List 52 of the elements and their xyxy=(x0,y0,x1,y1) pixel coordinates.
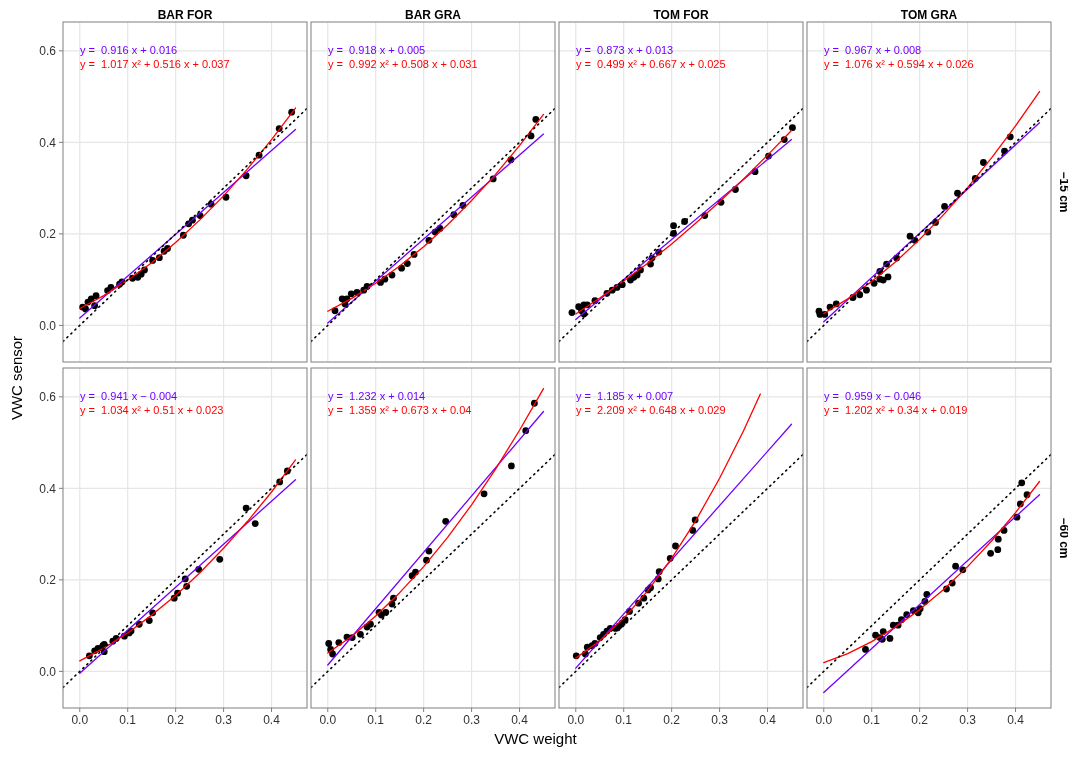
annotation: y = 0.967 x + 0.008 xyxy=(824,44,922,56)
x-tick-label: 0.4 xyxy=(263,713,281,727)
annotation: y = 1.202 x² + 0.34 x + 0.019 xyxy=(824,404,968,416)
y2-axis-title: −15 cm xyxy=(1057,171,1071,213)
y-tick-label: 0.6 xyxy=(39,44,57,59)
annotation: y = 1.359 x² + 0.673 x + 0.04 xyxy=(328,404,472,416)
x-tick-label: 0.1 xyxy=(615,713,633,727)
annotation: y = 1.034 x² + 0.51 x + 0.023 xyxy=(80,404,224,416)
annotation: y = 0.959 x − 0.046 xyxy=(824,390,922,402)
y-tick-label: 0.4 xyxy=(39,481,57,496)
x-tick-label: 0.4 xyxy=(511,713,529,727)
annotation: y = 1.076 x² + 0.594 x + 0.026 xyxy=(824,58,974,70)
x-tick-label: 0.1 xyxy=(863,713,881,727)
x-tick-label: 0.2 xyxy=(911,713,929,727)
y-axis-title: VWC sensor xyxy=(8,335,25,421)
x-tick-label: 0.2 xyxy=(663,713,681,727)
x-tick-label: 0.2 xyxy=(415,713,433,727)
x-tick-label: 0.3 xyxy=(463,713,481,727)
x-tick-label: 0.2 xyxy=(167,713,185,727)
annotation: y = 0.873 x + 0.013 xyxy=(576,44,674,56)
y-tick-label: 0.6 xyxy=(39,390,57,405)
x-tick-label: 0.3 xyxy=(959,713,977,727)
chart-title: TOM GRA xyxy=(900,8,958,22)
x-tick-label: 0.4 xyxy=(759,713,777,727)
chart-title: TOM FOR xyxy=(653,8,709,22)
y-tick-label: 0.2 xyxy=(39,227,57,242)
chart-title: BAR GRA xyxy=(405,8,462,22)
x-tick-label: 0.0 xyxy=(71,713,89,727)
y-tick-label: 0.0 xyxy=(39,664,57,679)
annotation: y = 0.918 x + 0.005 xyxy=(328,44,426,56)
annotation: y = 2.209 x² + 0.648 x + 0.029 xyxy=(576,404,726,416)
x-axis-title: VWC weight xyxy=(494,730,578,747)
annotation: y = 0.992 x² + 0.508 x + 0.031 xyxy=(328,58,478,70)
x-tick-label: 0.0 xyxy=(319,713,337,727)
annotation: y = 1.017 x² + 0.516 x + 0.037 xyxy=(80,58,230,70)
y-tick-label: 0.4 xyxy=(39,135,57,150)
chart-title: BAR FOR xyxy=(157,8,213,22)
x-tick-label: 0.3 xyxy=(711,713,729,727)
x-tick-label: 0.0 xyxy=(567,713,585,727)
annotation: y = 0.941 x − 0.004 xyxy=(80,390,178,402)
x-tick-label: 0.1 xyxy=(119,713,137,727)
annotation: y = 1.185 x + 0.007 xyxy=(576,390,674,402)
x-tick-label: 0.0 xyxy=(815,713,833,727)
y2-axis-title: −60 cm xyxy=(1057,517,1071,559)
annotation: y = 0.499 x² + 0.667 x + 0.025 xyxy=(576,58,726,70)
y-tick-label: 0.2 xyxy=(39,573,57,588)
x-tick-label: 0.3 xyxy=(215,713,233,727)
x-tick-label: 0.4 xyxy=(1007,713,1025,727)
annotation: y = 0.916 x + 0.016 xyxy=(80,44,178,56)
y-tick-label: 0.0 xyxy=(39,318,57,333)
x-tick-label: 0.1 xyxy=(367,713,385,727)
annotation: y = 1.232 x + 0.014 xyxy=(328,390,426,402)
